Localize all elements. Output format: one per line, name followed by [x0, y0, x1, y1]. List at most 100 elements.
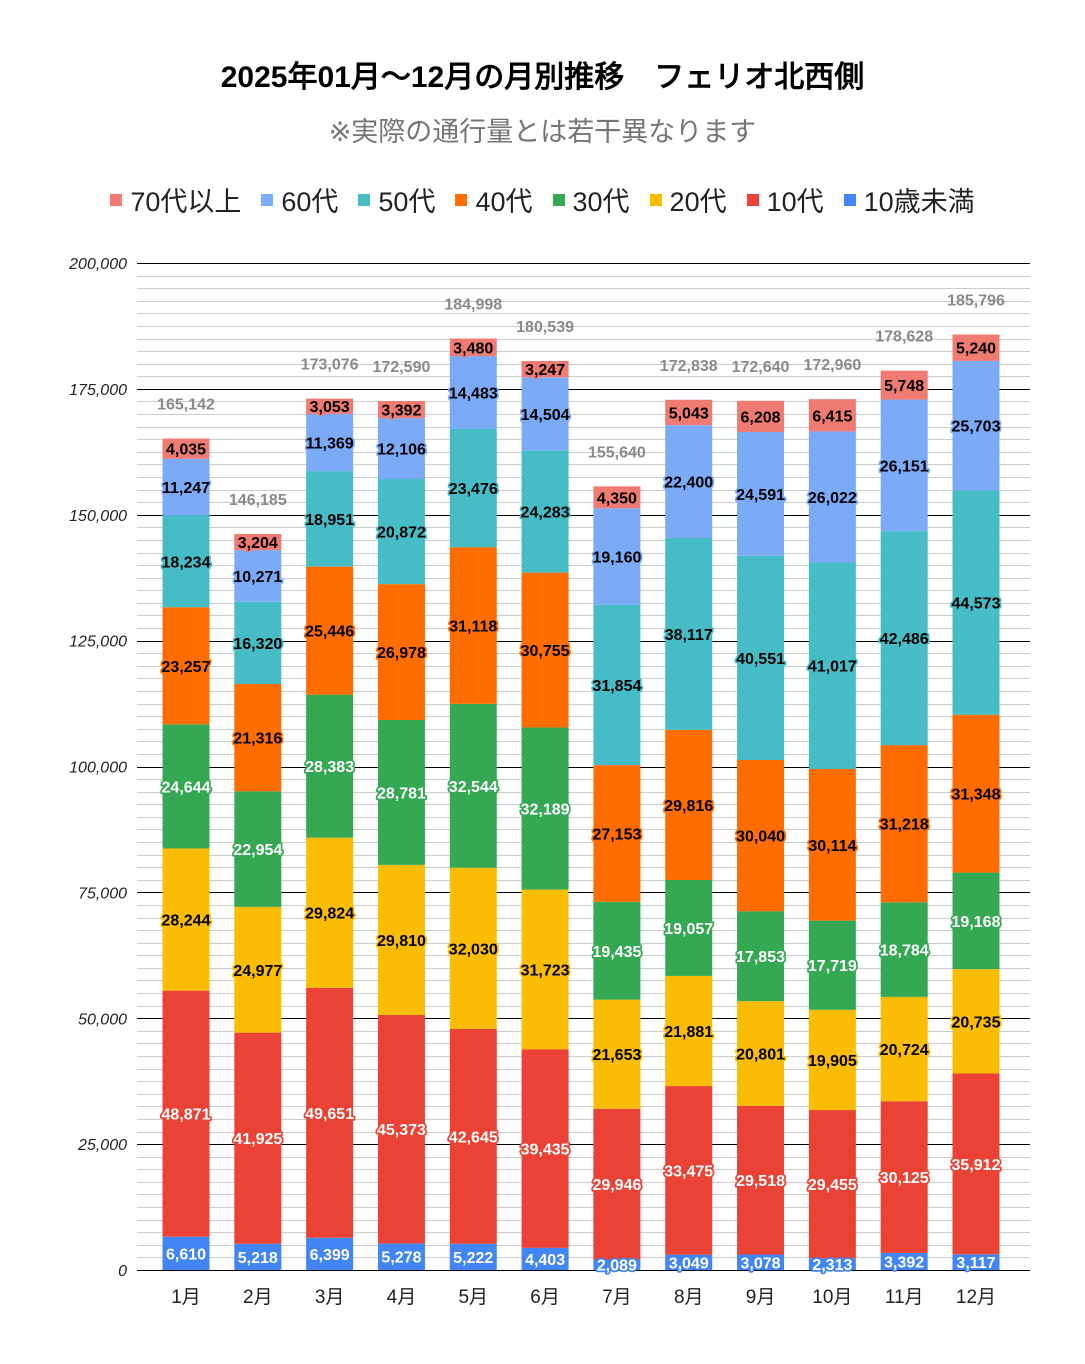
bar-segment	[593, 765, 641, 902]
data-label: 33,475	[664, 1163, 713, 1180]
y-tick-label: 0	[118, 1263, 127, 1280]
y-tick-label: 25,000	[77, 1137, 127, 1154]
data-label: 14,483	[449, 386, 498, 403]
bar-segment	[593, 604, 641, 766]
data-label: 40,551	[736, 651, 785, 668]
bar-segment	[665, 399, 713, 426]
x-tick-label: 9月	[746, 1287, 776, 1308]
data-label: 24,977	[233, 963, 282, 980]
bar-segment	[952, 1073, 1000, 1255]
data-label: 6,610	[166, 1246, 206, 1263]
bar-segment	[521, 572, 569, 728]
data-label: 35,912	[952, 1157, 1001, 1174]
bar-segment	[162, 458, 210, 516]
x-tick-label: 1月	[171, 1287, 201, 1308]
bar-segment	[880, 996, 928, 1102]
bar-segment	[162, 1236, 210, 1270]
data-label: 24,644	[162, 779, 211, 796]
x-tick-label: 12月	[956, 1287, 996, 1308]
bar-segment	[665, 729, 713, 880]
legend-label: 70代以上	[130, 187, 242, 217]
x-tick-label: 2月	[243, 1287, 273, 1308]
bar-segment	[665, 1254, 713, 1270]
data-label: 22,400	[664, 475, 713, 492]
legend-item: 10代	[746, 180, 824, 219]
bar-segment	[449, 703, 497, 868]
data-label: 5,748	[884, 378, 924, 395]
bar-segment	[808, 399, 856, 432]
bar-segment	[377, 719, 425, 865]
data-label: 29,824	[305, 906, 354, 923]
data-label: 42,645	[449, 1129, 498, 1146]
data-label: 30,125	[880, 1170, 929, 1187]
legend-swatch	[649, 193, 662, 206]
data-label: 3,392	[381, 403, 421, 420]
bar-segment	[234, 601, 282, 684]
bar-segment	[737, 911, 785, 1002]
bar-segment	[593, 901, 641, 1000]
total-label: 180,539	[516, 319, 574, 336]
data-label: 19,160	[592, 549, 641, 566]
legend-swatch	[552, 193, 565, 206]
y-tick-label: 175,000	[69, 382, 127, 399]
legend-label: 60代	[281, 187, 339, 217]
bar-segment	[449, 867, 497, 1029]
data-label: 30,114	[808, 838, 856, 855]
data-label: 20,724	[880, 1042, 929, 1059]
bar-segment	[234, 791, 282, 907]
data-label: 18,951	[305, 512, 354, 529]
bar-segment	[449, 547, 497, 704]
data-label: 17,719	[808, 958, 857, 975]
data-label: 41,017	[808, 659, 857, 676]
bar-segment	[737, 1254, 785, 1270]
bar-segment	[306, 694, 354, 838]
legend-swatch	[358, 193, 371, 206]
x-tick-label: 5月	[458, 1287, 488, 1308]
chart-subtitle: ※実際の通行量とは若干異なります	[328, 117, 757, 147]
total-label: 172,838	[660, 358, 718, 375]
data-label: 45,373	[377, 1122, 426, 1139]
data-label: 3,480	[453, 340, 493, 357]
x-tick-label: 3月	[315, 1287, 345, 1308]
bar-segment	[449, 356, 497, 429]
bar-segment	[808, 1110, 856, 1259]
total-label: 173,076	[301, 357, 359, 374]
data-label: 31,854	[592, 678, 641, 695]
bar-segment	[377, 1243, 425, 1270]
data-label: 2,313	[812, 1257, 852, 1274]
bar-segment	[449, 338, 497, 357]
total-label: 165,142	[157, 397, 215, 414]
legend-label: 10代	[766, 187, 824, 217]
data-label: 5,043	[669, 405, 709, 422]
chart-legend: 70代以上 60代 50代 40代 30代 20代 10代 10歳未満	[0, 180, 1085, 219]
data-label: 28,383	[305, 759, 354, 776]
data-label: 24,591	[736, 487, 785, 504]
data-label: 6,399	[310, 1247, 350, 1264]
data-label: 4,350	[597, 490, 637, 507]
total-label: 184,998	[444, 297, 502, 314]
legend-label: 50代	[378, 187, 436, 217]
bar-segment	[808, 1009, 856, 1111]
data-label: 17,853	[736, 949, 785, 966]
bar-segment	[880, 745, 928, 903]
data-label: 29,946	[592, 1177, 641, 1194]
bar-segment	[593, 999, 641, 1109]
bar-segment	[449, 428, 497, 548]
data-label: 32,544	[449, 779, 498, 796]
bar-segment	[737, 555, 785, 761]
bar-segment	[737, 1001, 785, 1106]
x-axis: 1月 2月 3月 4月 5月 6月 7月 8月 9月 10月 11月 12月	[171, 1287, 996, 1308]
data-label: 23,476	[449, 481, 498, 498]
legend-swatch	[843, 193, 856, 206]
data-label: 5,222	[453, 1250, 493, 1267]
data-label: 31,118	[449, 619, 497, 636]
legend-label: 10歳未満	[863, 187, 975, 217]
bar-segment	[449, 1243, 497, 1270]
y-axis: 0 25,000 50,000 75,000 100,000 125,000 150,000…	[68, 256, 127, 1280]
data-label: 21,881	[664, 1024, 713, 1041]
data-label: 27,153	[592, 826, 641, 843]
data-label: 19,435	[592, 944, 641, 961]
bar-segment	[521, 360, 569, 378]
bar-segment	[593, 1108, 641, 1260]
bar-segment	[952, 714, 1000, 873]
